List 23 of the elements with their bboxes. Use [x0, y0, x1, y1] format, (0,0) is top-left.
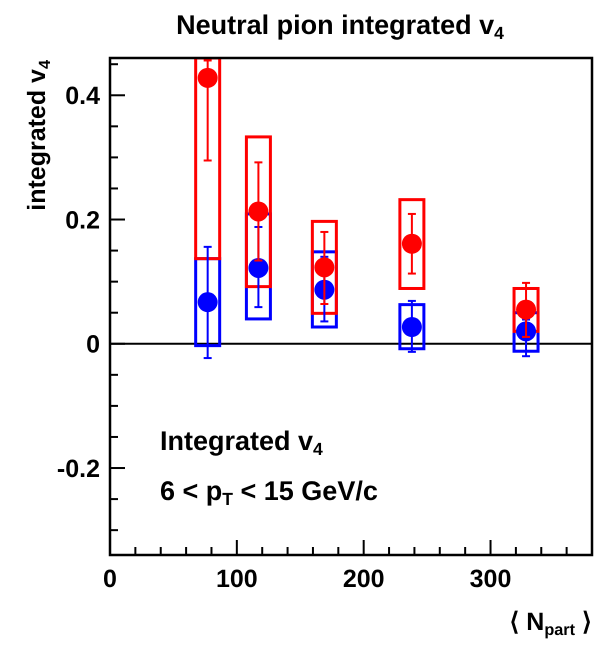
x-axis-title: ⟨ N$_{part}$ ⟩	[509, 608, 592, 639]
point	[198, 68, 218, 88]
x-tick-label: 200	[342, 565, 385, 593]
y-tick-label: 0	[86, 330, 100, 359]
annotation: Integrated v$_{4}$	[160, 426, 324, 460]
y-tick-label: -0.2	[56, 454, 100, 483]
point	[402, 234, 422, 254]
bar	[398, 198, 426, 290]
chart-title: Neutral pion integrated v$_{4}$	[176, 10, 504, 44]
point	[314, 257, 334, 278]
annotation: 6 < p$_{T}$ < 15 GeV/c	[160, 476, 378, 510]
x-tick-label: 0	[103, 565, 117, 593]
bar	[398, 303, 426, 350]
bar	[310, 220, 338, 315]
bar	[244, 135, 272, 288]
y-tick-label: 0.4	[65, 82, 100, 110]
point	[198, 292, 218, 312]
point	[248, 258, 268, 278]
x-tick-label: 300	[470, 565, 512, 593]
x-tick-label: 100	[216, 565, 258, 593]
y-tick-label: 0.2	[65, 206, 100, 234]
point	[248, 201, 268, 222]
bar	[512, 286, 540, 333]
